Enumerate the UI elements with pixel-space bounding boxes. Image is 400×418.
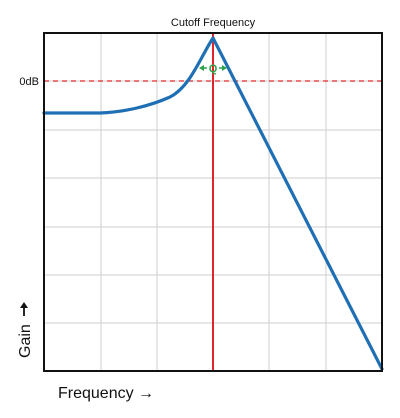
q-marker (199, 65, 227, 71)
plot-frame (43, 32, 383, 372)
y-axis-label-group: Gain (17, 302, 34, 358)
y-axis-arrowhead-icon (20, 302, 28, 308)
x-axis-label: Frequency (58, 385, 134, 402)
y-axis-label: Gain (17, 324, 34, 358)
zero-db-label: 0dB (19, 76, 39, 88)
q-label: Q (209, 63, 218, 75)
q-arrow-left-icon (199, 65, 204, 71)
q-arrow-right-icon (222, 65, 227, 71)
response-curve (42, 36, 384, 371)
x-axis-arrow-icon: → (138, 385, 154, 402)
cutoff-frequency-label: Cutoff Frequency (171, 17, 256, 29)
